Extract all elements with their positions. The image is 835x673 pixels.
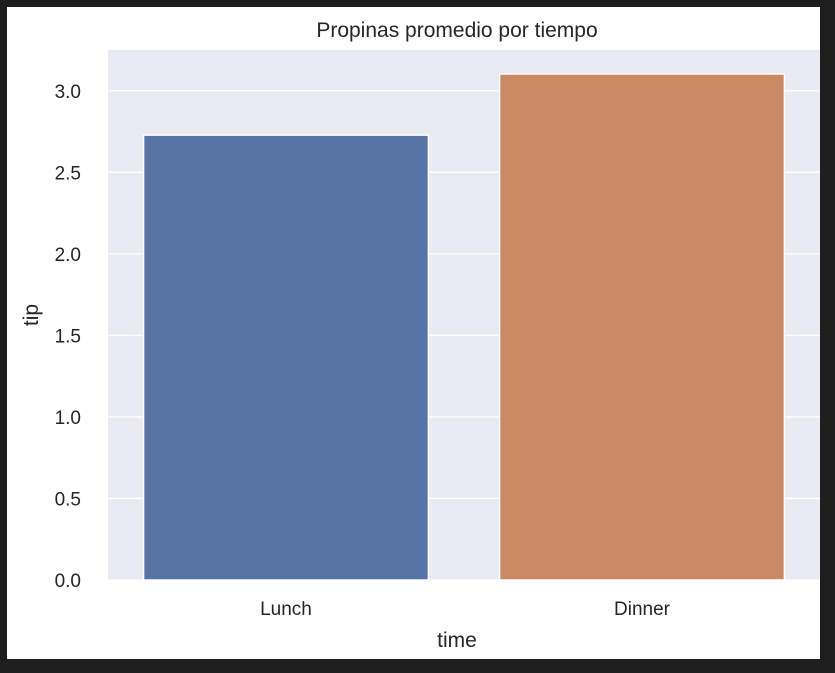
y-axis-label: tip <box>20 304 43 326</box>
y-tick-label: 2.0 <box>55 245 81 266</box>
x-axis-label: time <box>437 629 477 652</box>
y-tick-label: 3.0 <box>55 82 81 103</box>
bars <box>142 73 786 581</box>
x-axis-ticks: Lunch Dinner <box>260 599 671 620</box>
y-tick-label: 0.5 <box>55 489 81 510</box>
y-tick-label: 1.5 <box>55 326 81 347</box>
chart-title: Propinas promedio por tiempo <box>316 19 597 42</box>
bar-lunch <box>142 134 430 581</box>
bar-dinner <box>498 73 786 581</box>
y-tick-label: 1.0 <box>55 408 81 429</box>
y-tick-label: 2.5 <box>55 163 81 184</box>
y-axis-ticks: 0.0 0.5 1.0 1.5 2.0 2.5 3.0 <box>55 82 81 592</box>
bar-chart: 0.0 0.5 1.0 1.5 2.0 2.5 3.0 Lunch Dinner Propin… <box>20 19 820 652</box>
x-tick-label: Dinner <box>614 599 671 620</box>
x-tick-label: Lunch <box>260 599 312 620</box>
y-tick-label: 0.0 <box>55 571 81 592</box>
figure-frame: 0.0 0.5 1.0 1.5 2.0 2.5 3.0 Lunch Dinner Propin… <box>7 7 820 659</box>
